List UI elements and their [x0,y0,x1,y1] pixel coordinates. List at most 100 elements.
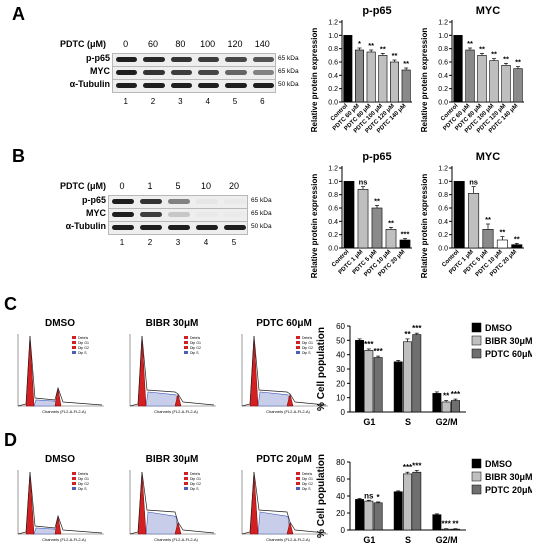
y-tick-label: 0.8 [438,46,448,53]
protein-band [225,83,247,88]
y-tick-label: 0.4 [328,219,338,226]
y-axis-label: % Cell population [316,454,327,538]
bar [385,229,397,249]
y-tick-label: 1.2 [328,166,338,173]
y-tick-label: 1.2 [438,166,448,173]
y-tick-label: 0.6 [438,206,448,213]
flow-x-label: Channels (FL2-A-FL2-A) [154,409,198,414]
concentration-label: 1 [147,181,153,191]
hist-g1-peak [137,335,147,407]
lane-numbers-b: 1 2 3 4 5 [108,238,248,250]
flow-x-label: Channels (FL2-A-FL2-A) [266,409,310,414]
hist-g2-peak [54,387,62,407]
bar [371,207,383,249]
bar [393,491,403,531]
protein-band [225,70,247,75]
conc-label-a: PDTC (μM) [60,39,106,49]
protein-band [224,212,246,217]
flow-legend-swatch [184,472,188,475]
flow-legend-label: Dip G1 [78,477,89,481]
bar [432,514,442,531]
concentration-label: 60 [147,39,158,49]
bar [373,502,383,531]
hist-s-phase [33,399,59,407]
protein-band [252,57,274,62]
significance-label: ** [485,215,491,224]
protein-band [198,70,220,75]
significance-label: ** [479,44,485,53]
protein-band [198,57,220,62]
hist-outline [129,471,215,535]
flow-legend-label: Dip S [190,487,199,491]
y-tick-label: 0.4 [438,219,448,226]
lane-numbers-a: 1 2 3 4 5 6 [112,97,276,109]
chart-title: p-p65 [362,5,391,17]
kda-label: 65 kDa [278,68,299,75]
blot-row-label: MYC [90,66,110,76]
protein-band [112,199,134,204]
flow-legend-swatch [184,482,188,485]
y-axis-label: Relative protein expression [310,174,319,279]
bar [468,193,480,249]
conc-label-b: PDTC (μM) [60,181,106,191]
bar [465,49,475,103]
flow-legend-swatch [296,482,300,485]
bar [441,401,451,413]
flow-legend-label: Dip G1 [78,341,89,345]
lane-number: 4 [203,238,209,247]
bar [364,500,374,531]
bar [355,340,364,413]
bar [482,229,494,249]
bar [403,473,412,531]
legend-swatch [471,471,482,482]
lane-number: 5 [231,238,237,247]
chart-a-myc: MYC Relative protein expression 0.0 0.2 0.4 0… [420,5,524,135]
hist-s-phase [257,511,291,535]
bar [412,334,422,413]
y-tick-label: 50 [336,336,345,345]
hist-s-phase [145,511,179,535]
blot-row-label: α-Tubulin [69,79,110,89]
chart-a-pp65: p-p65 Relative protein expression 0.0 0.2 0.… [310,5,412,135]
protein-band [112,212,134,217]
significance-label: ** [374,196,380,205]
significance-label: ** [403,59,409,68]
flow-title: PDTC 60μM [256,318,312,329]
y-tick-label: 20 [336,509,345,518]
flow-legend-label: Debris [190,336,200,340]
significance-label: ** [503,54,509,63]
blot-strip [108,221,248,235]
protein-band [252,83,274,88]
bar [355,499,364,531]
significance-label: *** [451,390,461,399]
y-tick-label: 0.6 [328,206,338,213]
legend-swatch [471,322,482,333]
flow-legend-label: Dip G1 [302,341,313,345]
x-tick-label: G1 [363,417,375,427]
hist-g2-peak [286,393,294,407]
western-blot-a [112,53,276,93]
bar [501,65,511,103]
flow-legend-swatch [296,351,300,354]
flow-legend-swatch [72,351,76,354]
bar [511,244,523,249]
flow-legend-swatch [184,346,188,349]
chart-b-pp65: p-p65 Relative protein expression 0.0 0.2 0.… [310,151,412,279]
flow-cytometry-d: DMSO Debris Dip G1 Dip G2 Dip S Channels (FL2… [0,454,328,546]
flow-legend-swatch [72,341,76,344]
y-tick-label: 1.0 [438,33,448,40]
flow-legend-swatch [72,477,76,480]
bar [403,341,412,413]
y-axis-label: % Cell population [316,327,327,411]
legend-swatch [471,335,482,346]
blot-strip [108,208,248,222]
hist-s-phase [145,391,179,407]
protein-band [168,225,190,230]
bar [489,60,499,103]
blot-row-labels-a: p-p65 MYC α-Tubulin [62,53,110,93]
significance-label: ** [368,41,374,50]
kda-label: 50 kDa [278,81,299,88]
